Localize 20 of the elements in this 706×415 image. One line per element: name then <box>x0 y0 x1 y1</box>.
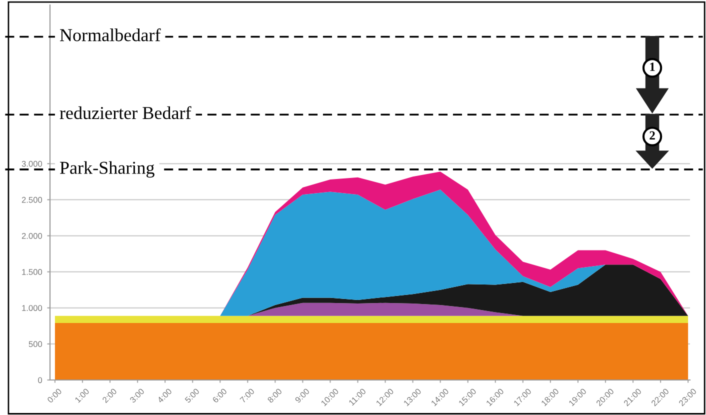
x-tick-label: 9:00 <box>294 388 310 404</box>
y-tick-label: 2.000 <box>22 232 42 239</box>
ref-line-label: Park-Sharing <box>60 161 154 178</box>
x-tick-label: 5:00 <box>184 388 200 404</box>
y-tick-label: 1.000 <box>22 305 42 311</box>
ref-line-label: reduzierter Bedarf <box>60 106 192 120</box>
x-tick-label: 7:00 <box>240 388 255 404</box>
x-tick-label: 6:00 <box>212 388 228 404</box>
annotation: 1 <box>650 62 655 71</box>
ref-line-label: Normalbedarf <box>60 28 161 42</box>
y-tick-label: 3.000 <box>22 160 42 167</box>
y-tick-label: 0 <box>38 377 42 384</box>
y-tick-label: 1.500 <box>22 269 42 275</box>
x-tick-label: 4:00 <box>156 388 172 404</box>
x-tick-label: 0:00 <box>46 388 62 404</box>
y-tick-label: 500 <box>28 341 42 348</box>
x-tick-label: 8:00 <box>267 388 282 404</box>
y-tick-label: 2.500 <box>22 196 42 203</box>
x-tick-label: 3:00 <box>129 388 145 404</box>
annotation: 2 <box>650 131 655 140</box>
